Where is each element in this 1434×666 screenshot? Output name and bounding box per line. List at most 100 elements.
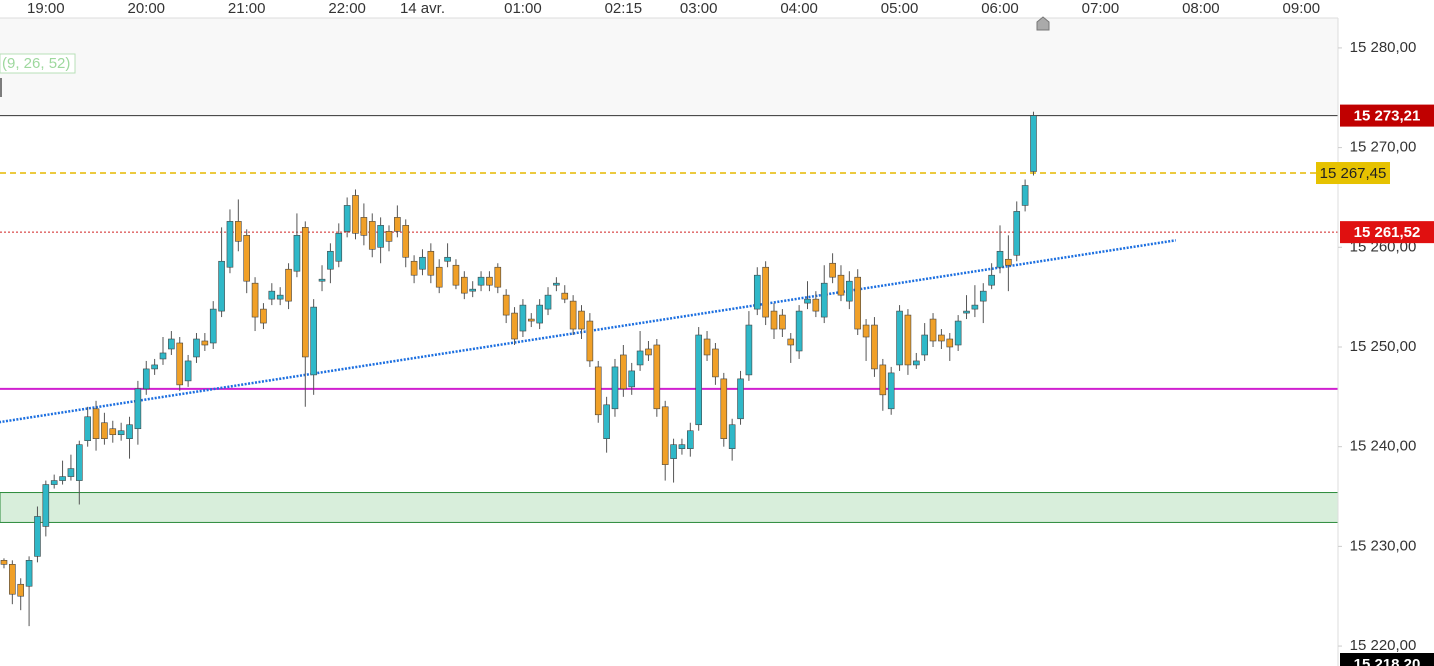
candle-body bbox=[151, 364, 158, 370]
price-badge bbox=[1340, 653, 1434, 666]
candle-body bbox=[0, 560, 8, 565]
candle-body bbox=[126, 424, 133, 440]
candle-body bbox=[979, 290, 987, 302]
candle-body bbox=[938, 334, 945, 342]
candle-body bbox=[335, 233, 343, 262]
candle-body bbox=[76, 444, 83, 481]
candle-body bbox=[745, 324, 753, 376]
candle-body bbox=[235, 221, 242, 242]
price-badge bbox=[1340, 221, 1434, 244]
candle-body bbox=[209, 308, 217, 344]
candle-body bbox=[243, 235, 250, 282]
candle-body bbox=[117, 430, 125, 436]
candle-body bbox=[34, 516, 41, 557]
candle-body bbox=[50, 480, 58, 485]
x-tick-label: 02:15 bbox=[605, 0, 643, 17]
x-tick-label: 20:00 bbox=[127, 0, 165, 17]
x-tick-label: 03:00 bbox=[680, 0, 718, 17]
candle-body bbox=[25, 560, 33, 587]
candle-body bbox=[737, 378, 744, 420]
candle-body bbox=[444, 256, 451, 262]
plot-area bbox=[0, 18, 1338, 627]
candle-body bbox=[703, 338, 711, 356]
candle-body bbox=[327, 250, 334, 270]
candle-body bbox=[862, 324, 870, 338]
x-tick-label: 04:00 bbox=[780, 0, 818, 17]
y-tick-label: 15 270,00 bbox=[1350, 139, 1417, 156]
candle-body bbox=[770, 310, 778, 330]
candle-body bbox=[896, 310, 903, 366]
candle-body bbox=[536, 304, 543, 324]
x-tick-label: 06:00 bbox=[981, 0, 1019, 17]
candle-body bbox=[67, 468, 75, 477]
candle-body bbox=[1013, 211, 1021, 256]
x-tick-label: 19:00 bbox=[27, 0, 65, 17]
candle-body bbox=[59, 476, 66, 481]
candle-body bbox=[427, 250, 435, 276]
candle-body bbox=[184, 360, 192, 382]
y-tick-label: 15 240,00 bbox=[1350, 438, 1417, 455]
zone bbox=[0, 492, 1338, 523]
price-badge-label: 15 218,20 bbox=[1354, 656, 1421, 666]
candle-body bbox=[1030, 115, 1037, 172]
x-tick-label: 07:00 bbox=[1082, 0, 1120, 17]
candle-body bbox=[134, 388, 142, 430]
candle-body bbox=[201, 340, 209, 346]
candle-body bbox=[268, 290, 276, 300]
candle-body bbox=[829, 262, 836, 278]
candle-body bbox=[569, 300, 577, 330]
candle-body bbox=[779, 314, 786, 330]
candle-body bbox=[142, 368, 150, 390]
candle-body bbox=[996, 250, 1004, 268]
price-badge-label: 15 273,21 bbox=[1354, 108, 1421, 125]
candle-body bbox=[394, 217, 401, 232]
candle-body bbox=[795, 310, 803, 352]
indicator-box bbox=[0, 53, 76, 74]
event-marker[interactable] bbox=[1036, 16, 1050, 31]
y-tick-label: 15 280,00 bbox=[1350, 39, 1417, 56]
candle-body bbox=[904, 314, 912, 366]
candle-body bbox=[879, 364, 887, 396]
candle-body bbox=[636, 350, 644, 366]
price-badge-label: 15 267,45 bbox=[1320, 165, 1387, 182]
candle-body bbox=[461, 276, 468, 294]
candle-body bbox=[377, 225, 384, 248]
candle-body bbox=[753, 274, 761, 310]
x-tick-label: 22:00 bbox=[328, 0, 366, 17]
candle-body bbox=[368, 221, 376, 250]
x-tick-label: 09:00 bbox=[1283, 0, 1321, 17]
candle-body bbox=[477, 276, 485, 286]
candle-body bbox=[678, 444, 686, 449]
candle-body bbox=[17, 583, 25, 597]
candle-body bbox=[251, 282, 259, 318]
price-badge bbox=[1316, 162, 1390, 185]
candle-body bbox=[929, 318, 937, 342]
candle-body bbox=[84, 416, 91, 441]
candle-body bbox=[168, 338, 175, 350]
candle-body bbox=[854, 276, 862, 330]
candle-body bbox=[519, 304, 527, 332]
candle-body bbox=[293, 235, 301, 272]
candle-body bbox=[42, 484, 50, 527]
candle-body bbox=[260, 308, 267, 324]
candle-body bbox=[318, 278, 326, 282]
candle-body bbox=[226, 221, 234, 268]
candle-body bbox=[578, 310, 585, 330]
candle-body bbox=[452, 264, 460, 286]
candle-body bbox=[343, 205, 351, 232]
candle-body bbox=[1021, 185, 1029, 206]
candle-body bbox=[912, 360, 920, 366]
candle-body bbox=[511, 312, 518, 340]
candle-body bbox=[946, 338, 954, 348]
candle-body bbox=[762, 266, 769, 318]
x-tick-label: 05:00 bbox=[881, 0, 919, 17]
candle-body bbox=[486, 276, 493, 286]
candle-body bbox=[712, 348, 719, 378]
candle-body bbox=[285, 268, 292, 302]
price-badge bbox=[1340, 104, 1434, 127]
candle-body bbox=[385, 231, 393, 242]
candle-body bbox=[218, 260, 225, 312]
candle-body bbox=[193, 338, 200, 358]
candle-body bbox=[963, 310, 970, 314]
